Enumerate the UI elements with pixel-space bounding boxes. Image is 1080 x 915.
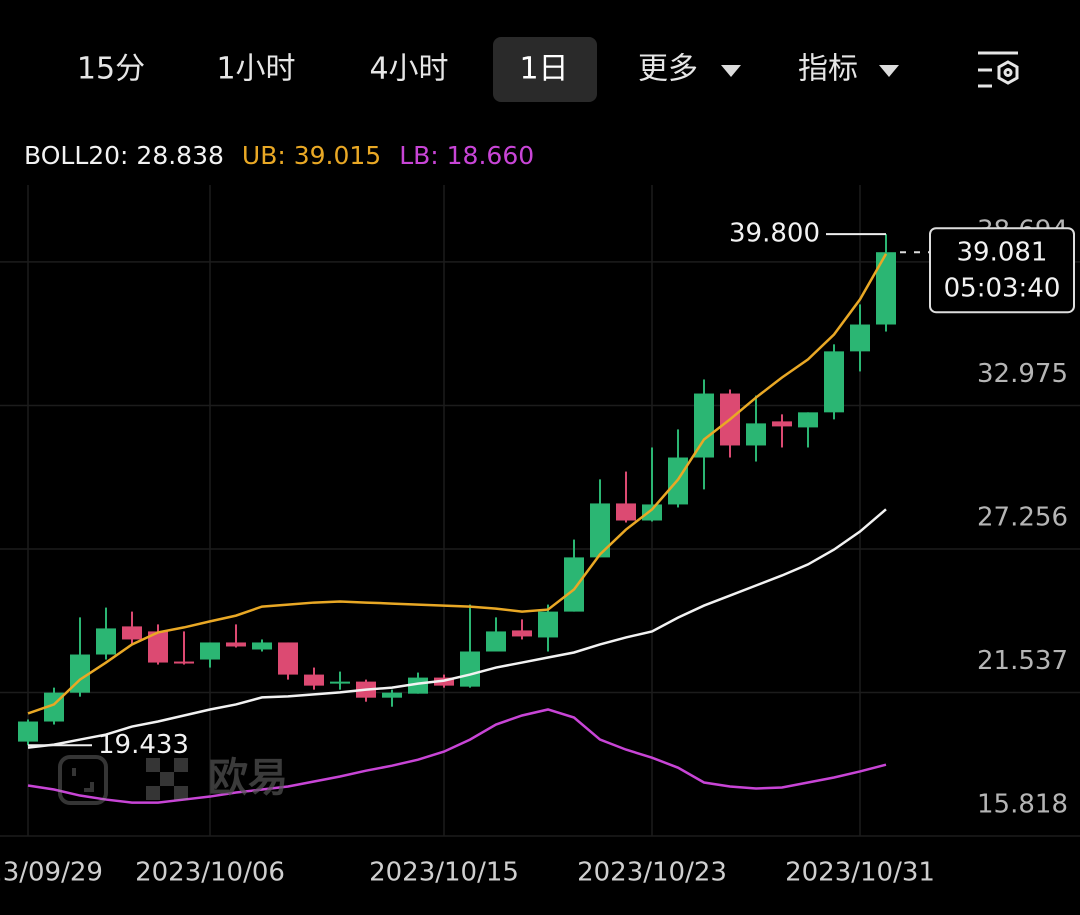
candle-body xyxy=(226,642,246,647)
boll-line xyxy=(27,508,887,749)
candle-body xyxy=(96,628,116,655)
x-tick-label: 2023/10/31 xyxy=(785,858,935,888)
dropdown-arrow xyxy=(879,65,899,77)
x-tick-label: 2023/10/15 xyxy=(369,858,519,888)
legend-entry: LB: 18.660 xyxy=(399,141,534,170)
y-tick-label: 21.537 xyxy=(977,646,1068,676)
candle-body xyxy=(382,692,402,698)
x-tick-label: 2023/10/06 xyxy=(135,858,285,888)
tab-dropdown[interactable]: 更多 xyxy=(638,52,698,87)
tab[interactable]: 1小时 xyxy=(216,52,295,87)
candle-body xyxy=(642,504,662,521)
watermark-text: 欧易 xyxy=(208,755,288,801)
watermark-logo xyxy=(58,755,188,805)
candle-body xyxy=(18,721,38,742)
candle-body xyxy=(824,351,844,413)
candle-body xyxy=(590,503,610,558)
tab-selected[interactable]: 1日 xyxy=(519,52,568,87)
candle-body xyxy=(278,642,298,675)
candle-body xyxy=(564,557,584,612)
last-price-box xyxy=(929,227,1075,314)
countdown: 05:03:40 xyxy=(944,274,1061,304)
dropdown-arrow xyxy=(721,65,741,77)
min-label: 19.433 xyxy=(98,730,189,760)
candle-body xyxy=(460,651,480,687)
candle-body xyxy=(200,642,220,660)
candle-body xyxy=(486,631,506,652)
boll-line xyxy=(27,708,887,804)
last-price: 39.081 xyxy=(957,238,1048,268)
candle-body xyxy=(694,393,714,458)
candle-body xyxy=(746,423,766,446)
tab[interactable]: 4小时 xyxy=(369,52,448,87)
candle-body xyxy=(772,421,792,427)
tab-dropdown[interactable]: 指标 xyxy=(798,52,858,87)
max-label: 39.800 xyxy=(729,219,820,249)
y-tick-label: 32.975 xyxy=(977,359,1068,389)
candle-body xyxy=(538,611,558,638)
legend-entry: UB: 39.015 xyxy=(242,141,381,170)
y-tick-label: 15.818 xyxy=(977,790,1068,820)
candle-body xyxy=(798,412,818,428)
selected-tab-bg xyxy=(493,37,597,102)
x-tick-label: 2023/09/29 xyxy=(0,858,103,888)
candle-body xyxy=(330,681,350,684)
candle-body xyxy=(512,630,532,637)
candle-body xyxy=(616,503,636,521)
candle-body xyxy=(148,631,168,663)
candle-body xyxy=(252,642,272,650)
legend-entry: BOLL20: 28.838 xyxy=(24,141,224,170)
x-tick-label: 2023/10/23 xyxy=(577,858,727,888)
boll-line xyxy=(27,253,888,715)
candle-body xyxy=(122,626,142,640)
candle-body xyxy=(174,661,194,664)
candle-body xyxy=(850,324,870,352)
candle-body xyxy=(876,252,896,325)
y-tick-label: 27.256 xyxy=(977,502,1068,532)
candle-body xyxy=(408,677,428,694)
candle-body xyxy=(304,674,324,686)
settings-icon[interactable] xyxy=(978,51,1019,88)
tab[interactable]: 15分 xyxy=(77,52,145,87)
